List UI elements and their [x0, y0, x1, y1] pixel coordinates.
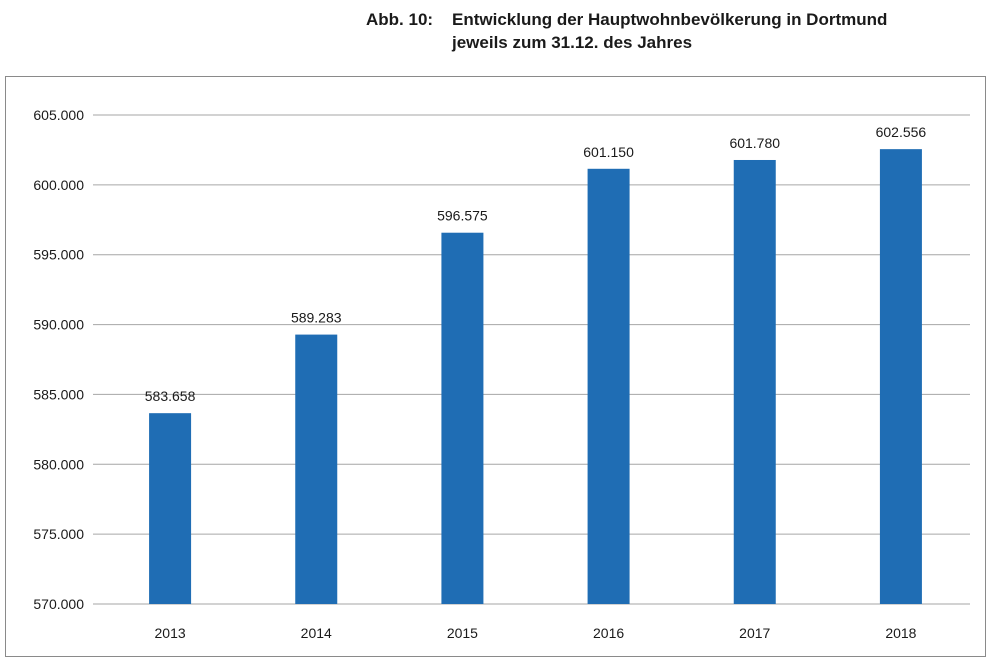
title-line-2: jeweils zum 31.12. des Jahres: [452, 33, 693, 52]
x-axis-tick-labels: 2013 2014 2015 2016 2017 2018: [155, 625, 917, 641]
data-label-2017: 601.780: [729, 135, 780, 151]
y-tick-label: 570.000: [33, 596, 84, 612]
x-tick-label-2013: 2013: [155, 625, 186, 641]
data-label-2013: 583.658: [145, 388, 196, 404]
bar-2013: [149, 413, 192, 604]
x-tick-label-2014: 2014: [301, 625, 332, 641]
y-tick-label: 590.000: [33, 317, 84, 333]
data-label-2014: 589.283: [291, 310, 342, 326]
data-labels: 583.658 589.283 596.575 601.150 601.780 602.5…: [145, 124, 927, 404]
y-tick-label: 585.000: [33, 386, 84, 402]
bars: [149, 149, 922, 605]
bar-2016: [587, 168, 630, 605]
y-tick-label: 600.000: [33, 177, 84, 193]
chart-frame: [5, 76, 986, 657]
data-label-2015: 596.575: [437, 208, 488, 224]
bar-2018: [879, 149, 922, 604]
y-axis-tick-labels: 570.000 575.000 580.000 585.000 590.000 595.0…: [33, 107, 84, 612]
y-tick-label: 605.000: [33, 107, 84, 123]
x-tick-label-2017: 2017: [739, 625, 770, 641]
y-tick-label: 595.000: [33, 247, 84, 263]
x-tick-label-2018: 2018: [885, 625, 916, 641]
y-tick-label: 575.000: [33, 526, 84, 542]
bar-2015: [441, 232, 484, 604]
bar-2017: [733, 159, 776, 604]
y-tick-label: 580.000: [33, 456, 84, 472]
data-label-2016: 601.150: [583, 144, 634, 160]
data-label-2018: 602.556: [876, 124, 927, 140]
bar-2014: [295, 334, 338, 604]
gridlines: [93, 114, 970, 605]
figure-number: Abb. 10:: [366, 10, 434, 29]
x-tick-label-2016: 2016: [593, 625, 624, 641]
chart-title: Abb. 10: Entwicklung der Hauptwohnbevölk…: [366, 8, 887, 54]
x-tick-label-2015: 2015: [447, 625, 478, 641]
title-line-1: Entwicklung der Hauptwohnbevölkerung in …: [452, 10, 888, 29]
